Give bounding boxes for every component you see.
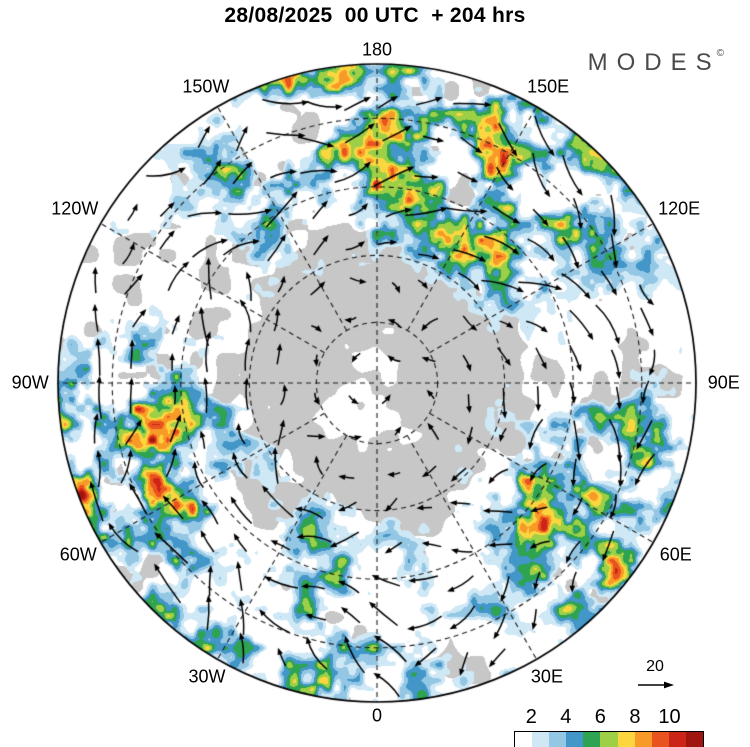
lon-label-0: 0 <box>371 705 383 726</box>
lon-label-120E: 120E <box>658 198 701 219</box>
colorbar-cell-2 <box>549 732 567 747</box>
lon-label-30E: 30E <box>530 666 563 687</box>
colorbar-cell-5 <box>600 732 618 747</box>
colorbar-cell-4 <box>583 732 601 747</box>
colorbar-cell-8 <box>651 732 669 747</box>
lon-label-90W: 90W <box>11 372 49 393</box>
colorbar-cell-0 <box>515 732 533 747</box>
colorbar-cell-1 <box>532 732 550 747</box>
lon-label-90E: 90E <box>707 372 740 393</box>
reference-arrow: 20 <box>638 658 674 689</box>
colorbar-cell-10 <box>685 732 704 747</box>
lon-label-150E: 150E <box>527 76 570 97</box>
lon-label-150W: 150W <box>182 76 230 97</box>
lon-label-120W: 120W <box>51 198 99 219</box>
colorbar-tick-6: 6 <box>594 706 606 728</box>
lon-label-180: 180 <box>361 39 393 60</box>
colorbar-cell-6 <box>617 732 635 747</box>
colorbar-tick-4: 4 <box>560 706 572 728</box>
colorbar-cell-3 <box>566 732 584 747</box>
lon-label-60W: 60W <box>59 544 97 565</box>
lon-label-30W: 30W <box>188 666 226 687</box>
colorbar-cell-7 <box>634 732 652 747</box>
colorbar-cell-9 <box>668 732 686 747</box>
reference-arrow-head-icon <box>664 681 674 689</box>
colorbar-tick-2: 2 <box>525 706 537 728</box>
reference-arrow-label: 20 <box>646 658 664 675</box>
colorbar-tick-10: 10 <box>658 706 681 728</box>
lon-label-60E: 60E <box>659 544 692 565</box>
colorbar-tick-8: 8 <box>629 706 641 728</box>
colorbar <box>514 731 704 747</box>
colorbar-tick-labels: 2 4 6 8 10 <box>514 703 704 729</box>
